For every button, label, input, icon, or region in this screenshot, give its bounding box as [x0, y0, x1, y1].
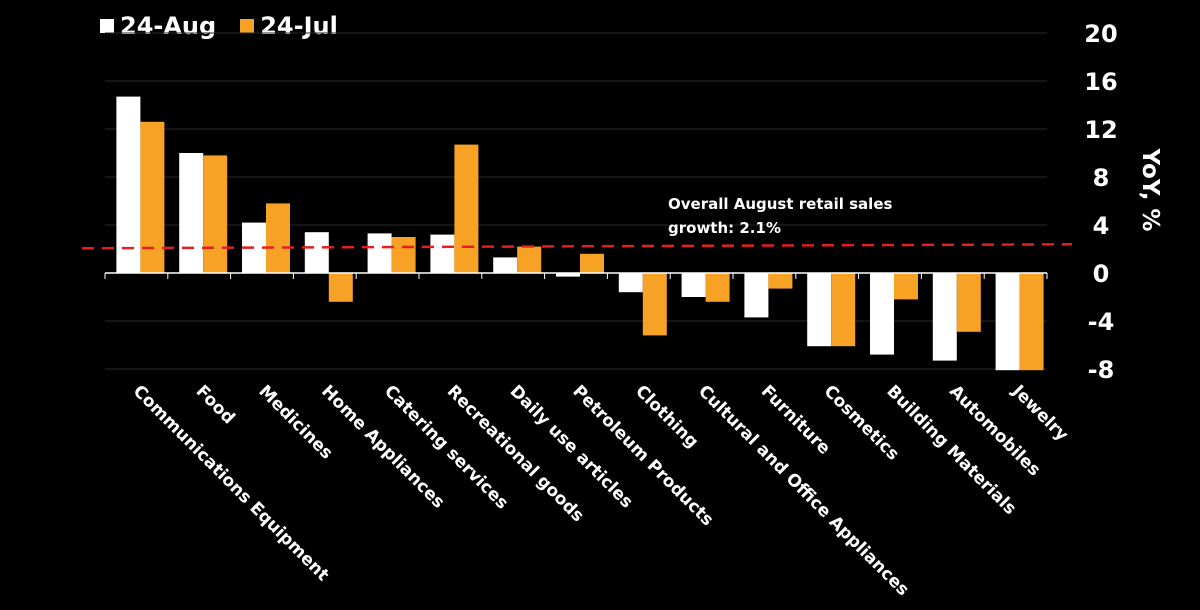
y-tick-label: 20 — [1084, 20, 1117, 48]
bar — [517, 246, 542, 273]
bar — [140, 121, 165, 273]
bar — [367, 233, 392, 273]
reference-line — [81, 243, 1073, 250]
reference-line-label-line2: growth: 2.1% — [668, 219, 781, 237]
bar — [995, 273, 1020, 371]
legend-label-jul: 24-Jul — [260, 12, 338, 40]
bar — [831, 273, 856, 347]
bar — [493, 257, 518, 273]
bar — [768, 273, 793, 289]
x-tick-label: Food — [192, 381, 239, 428]
y-tick-label: 16 — [1084, 68, 1117, 96]
legend: 24-Aug 24-Jul — [100, 12, 362, 40]
reference-line-label-line1: Overall August retail sales — [668, 195, 892, 213]
x-tick-label: Catering services — [380, 381, 512, 513]
bar — [116, 96, 141, 273]
bar — [932, 273, 957, 361]
legend-swatch-aug — [100, 19, 114, 33]
bar — [266, 203, 290, 273]
bar — [580, 253, 604, 273]
bar — [642, 273, 667, 336]
y-tick-label: 8 — [1093, 164, 1110, 192]
bar — [1019, 273, 1044, 371]
x-tick-label: Daily use articles — [506, 381, 637, 512]
bar — [870, 273, 894, 355]
bar — [705, 273, 730, 302]
y-tick-label: -8 — [1088, 356, 1115, 384]
bar — [618, 273, 643, 293]
bar — [556, 273, 580, 277]
bar — [681, 273, 706, 297]
bar — [304, 232, 329, 273]
y-tick-label: 12 — [1084, 116, 1117, 144]
bar — [203, 155, 228, 273]
bar — [894, 273, 918, 300]
y-tick-label: 4 — [1093, 212, 1110, 240]
x-tick-label: Home Appliances — [317, 381, 448, 512]
y-axis-title: YoY, % — [1137, 148, 1163, 232]
legend-swatch-jul — [240, 19, 255, 33]
bar — [454, 144, 479, 273]
bar — [391, 237, 416, 273]
reference-line-label: Overall August retail sales growth: 2.1% — [668, 195, 892, 237]
y-tick-label: 0 — [1093, 260, 1110, 288]
bar — [430, 234, 455, 273]
legend-item-aug: 24-Aug — [100, 12, 216, 40]
x-tick-label: Jewelry — [1007, 381, 1072, 446]
y-tick-label: -4 — [1088, 308, 1115, 336]
bar — [179, 153, 204, 273]
bar — [744, 273, 769, 318]
bar — [328, 273, 353, 302]
legend-item-jul: 24-Jul — [240, 12, 338, 40]
bar — [956, 273, 981, 332]
bar — [807, 273, 832, 347]
legend-label-aug: 24-Aug — [120, 12, 217, 40]
